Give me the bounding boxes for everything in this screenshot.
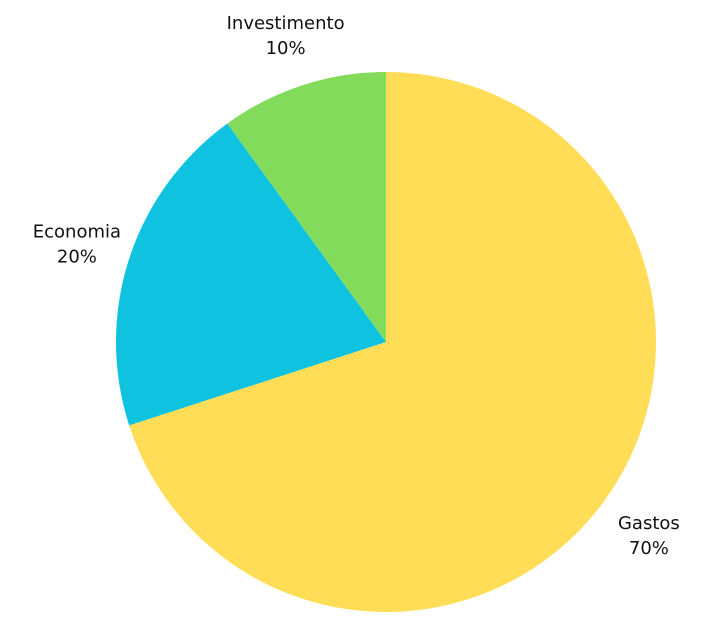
pie-label-name: Investimento — [227, 13, 345, 34]
pie-slice-gastos — [129, 72, 656, 612]
pie-label-name: Economia — [33, 222, 121, 243]
pie-label-percent: 20% — [57, 247, 97, 268]
pie-slices — [115, 72, 656, 612]
pie-slice-economia — [115, 123, 386, 426]
pie-label-gastos: Gastos 70% — [618, 513, 680, 559]
pie-label-economia: Economia 20% — [33, 222, 121, 268]
pie-label-percent: 70% — [629, 538, 669, 559]
pie-label-investimento: Investimento 10% — [227, 13, 345, 59]
pie-label-percent: 10% — [266, 38, 306, 59]
pie-slice-investimento — [227, 72, 386, 342]
pie-labels: Gastos 70% Economia 20% Investimento 10% — [33, 13, 680, 559]
pie-label-name: Gastos — [618, 513, 680, 534]
